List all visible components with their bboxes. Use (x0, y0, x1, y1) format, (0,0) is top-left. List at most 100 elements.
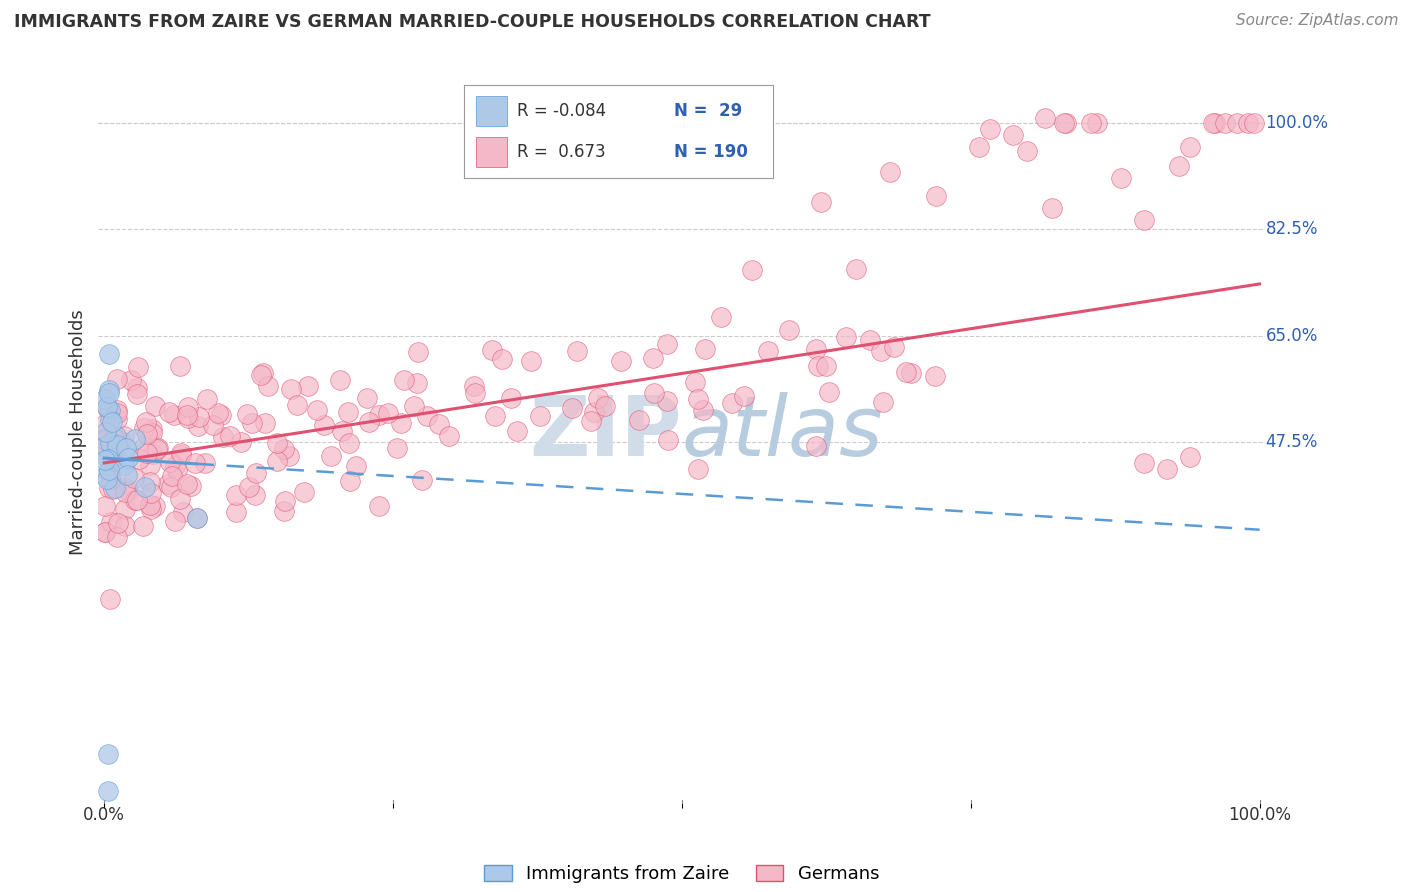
Point (870, 343, 893, 358)
Point (1180, 450, 1202, 464)
Point (180, 479, 202, 493)
Point (254, 416, 277, 430)
Point (159, 480, 181, 494)
Point (94, 425, 117, 440)
Point (1133, 456, 1156, 470)
Point (692, 402, 714, 417)
Point (141, 502, 163, 516)
Point (484, 409, 506, 423)
Point (207, 406, 229, 420)
Point (894, 365, 917, 379)
Point (197, 392, 219, 407)
Point (96, 472, 118, 486)
Point (979, 121, 1001, 136)
Point (124, 492, 146, 507)
Point (278, 449, 301, 463)
Point (565, 344, 588, 359)
Text: R = -0.084: R = -0.084 (516, 102, 606, 120)
Point (810, 194, 832, 209)
Point (561, 401, 583, 416)
Point (339, 475, 361, 489)
Point (166, 463, 188, 477)
Point (169, 491, 191, 506)
Point (1080, 116, 1102, 130)
Point (627, 413, 650, 427)
Point (94, 433, 117, 447)
Point (733, 389, 755, 403)
Point (120, 373, 142, 387)
Point (176, 401, 198, 415)
Point (141, 422, 163, 436)
Point (114, 519, 136, 533)
Point (243, 488, 266, 502)
Point (427, 417, 450, 432)
Point (741, 262, 763, 277)
Text: 65.0%: 65.0% (1265, 326, 1317, 344)
Point (368, 499, 391, 513)
Point (100, 450, 122, 465)
Point (529, 409, 551, 423)
Text: 82.5%: 82.5% (1265, 220, 1317, 238)
Point (132, 519, 155, 533)
Point (845, 261, 868, 276)
Point (756, 343, 779, 358)
Point (184, 456, 207, 470)
Point (170, 448, 193, 462)
Point (225, 487, 247, 501)
Point (280, 383, 302, 397)
Point (187, 410, 209, 425)
Point (139, 475, 162, 489)
Point (1202, 116, 1225, 130)
Point (134, 440, 156, 454)
Point (872, 395, 894, 409)
Point (1033, 111, 1056, 125)
Point (163, 458, 186, 473)
Point (686, 462, 709, 476)
Point (105, 372, 128, 386)
Point (212, 430, 235, 444)
Point (1085, 116, 1108, 130)
Point (506, 424, 529, 438)
Point (924, 369, 946, 384)
Point (107, 412, 129, 426)
Point (252, 367, 274, 381)
Point (883, 340, 905, 354)
Point (146, 441, 169, 455)
Point (110, 434, 132, 449)
Point (94, 431, 117, 445)
Point (297, 379, 319, 393)
Point (238, 480, 260, 494)
Point (97, 783, 120, 797)
Point (176, 410, 198, 425)
Text: ZIP: ZIP (530, 392, 682, 473)
Point (127, 359, 149, 374)
Point (105, 530, 128, 544)
Point (236, 407, 259, 421)
Point (392, 373, 415, 387)
Point (141, 425, 163, 440)
Point (194, 456, 217, 470)
Point (1015, 144, 1038, 158)
Point (104, 482, 127, 496)
Point (404, 399, 426, 413)
Point (100, 515, 122, 529)
Point (132, 421, 155, 435)
Point (163, 409, 186, 423)
Point (1054, 116, 1077, 130)
Y-axis label: Married-couple Households: Married-couple Households (69, 310, 87, 556)
Text: 100.0%: 100.0% (1227, 805, 1291, 824)
Point (139, 458, 162, 472)
Point (187, 418, 209, 433)
Point (481, 343, 503, 357)
Point (125, 381, 148, 395)
Point (103, 450, 125, 465)
Point (98, 592, 121, 607)
Point (146, 442, 169, 457)
Point (1225, 116, 1247, 130)
Point (491, 352, 513, 367)
Point (307, 403, 329, 417)
Point (356, 391, 378, 405)
Point (806, 342, 828, 356)
Point (100, 402, 122, 417)
Point (94, 417, 117, 431)
